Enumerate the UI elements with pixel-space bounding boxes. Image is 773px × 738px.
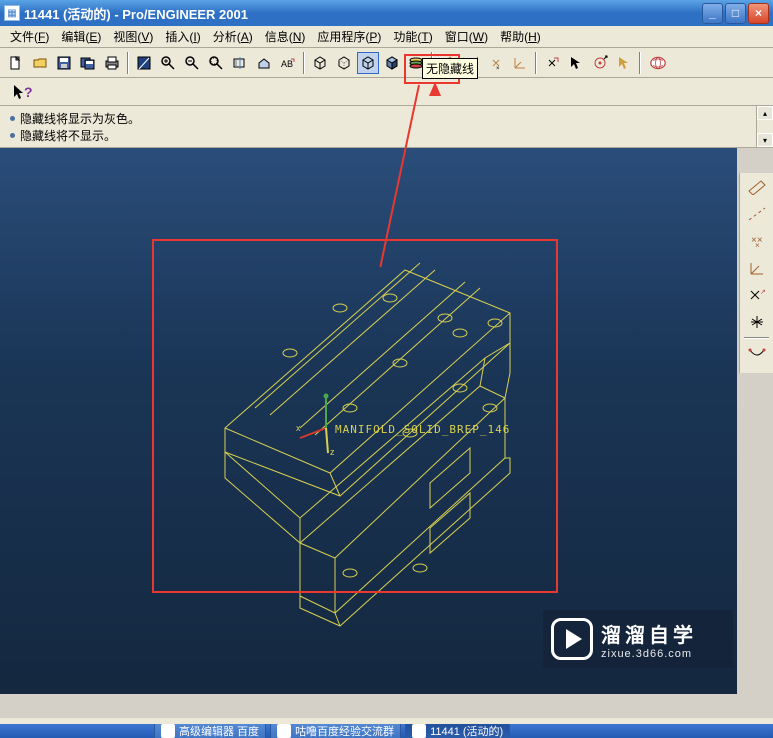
sketch-tree-button[interactable] [741,309,773,335]
taskbar-item[interactable]: 咕噜百度经验交流群 [270,724,401,738]
no-hidden-button[interactable] [357,52,379,74]
open-file-button[interactable] [29,52,51,74]
window-buttons: _ □ × [702,3,769,24]
watermark-cn: 溜溜自学 [601,619,697,648]
menu-f[interactable]: 文件(F) [4,26,55,47]
toolbar-separator [535,52,537,74]
play-icon [551,618,593,660]
main-toolbar: AB × [0,48,773,78]
filter-datum-button[interactable] [541,52,563,74]
svg-text:?: ? [24,84,33,100]
refit-button[interactable] [229,52,251,74]
sketch-point-button[interactable]: ××× [741,228,773,254]
menu-i[interactable]: 插入(I) [159,26,206,47]
svg-text:AB: AB [281,59,293,69]
menubar: 文件(F)编辑(E)视图(V)插入(I)分析(A)信息(N)应用程序(P)功能(… [0,26,773,48]
save-copy-button[interactable] [77,52,99,74]
info-scrollbar[interactable]: ▴ ▾ [756,106,773,147]
model-display-button[interactable] [133,52,155,74]
zoom-out-button[interactable] [181,52,203,74]
selection-filter-button[interactable] [613,52,635,74]
3d-viewport[interactable]: x z MANIFOLD_SOLID_BREP_146 溜溜自学 zixue.3… [0,148,737,694]
menu-p[interactable]: 应用程序(P) [311,26,387,47]
info-line: 隐藏线将显示为灰色。 [10,110,763,127]
help-button[interactable] [645,52,671,74]
datum-csys-button[interactable] [509,52,531,74]
wireframe-button[interactable] [309,52,331,74]
toolbar-separator [127,52,129,74]
maximize-button[interactable]: □ [725,3,746,24]
spin-center-button[interactable] [589,52,611,74]
watermark-en: zixue.3d66.com [601,648,697,660]
close-button[interactable]: × [748,3,769,24]
menu-n[interactable]: 信息(N) [259,26,312,47]
toolbar-separator [639,52,641,74]
taskbar: 高级编辑器 百度咕噜百度经验交流群 11441 (活动的) [0,724,773,738]
zoom-fit-button[interactable] [205,52,227,74]
pointer-help-button[interactable]: ? [9,81,37,103]
menu-a[interactable]: 分析(A) [207,26,259,47]
sketch-x-button[interactable]: ↗ [741,282,773,308]
svg-text:×: × [755,241,760,249]
menu-v[interactable]: 视图(V) [107,26,159,47]
shading-button[interactable] [381,52,403,74]
hidden-line-button[interactable] [333,52,355,74]
toolbar-separator [744,337,769,339]
menu-w[interactable]: 窗口(W) [439,26,494,47]
zoom-in-button[interactable] [157,52,179,74]
menu-t[interactable]: 功能(T) [387,26,438,47]
secondary-toolbar: ? [0,78,773,106]
sketch-curve-button[interactable] [741,341,773,367]
save-button[interactable] [53,52,75,74]
saved-view-button[interactable]: AB [277,52,299,74]
menu-h[interactable]: 帮助(H) [494,26,547,47]
titlebar: ▦ 11441 (活动的) - Pro/ENGINEER 2001 _ □ × [0,0,773,26]
window-title: 11441 (活动的) - Pro/ENGINEER 2001 [24,4,702,23]
new-file-button[interactable] [5,52,27,74]
tooltip: 无隐藏线 [422,58,478,79]
right-toolbar: ××× ↗ [739,173,773,373]
watermark: 溜溜自学 zixue.3d66.com [543,610,733,668]
info-panel: 隐藏线将显示为灰色。隐藏线将不显示。 ▴ ▾ [0,106,773,148]
svg-text:↗: ↗ [760,289,766,296]
minimize-button[interactable]: _ [702,3,723,24]
svg-text:×: × [496,66,500,71]
taskbar-item[interactable]: 高级编辑器 百度 [154,724,266,738]
sketch-line-button[interactable] [741,201,773,227]
highlight-arrow-head [429,82,441,96]
menu-e[interactable]: 编辑(E) [55,26,107,47]
sketch-plane-button[interactable] [741,174,773,200]
taskbar-item[interactable]: 11441 (活动的) [405,724,510,738]
datum-point-button[interactable]: × [485,52,507,74]
app-icon: ▦ [4,5,20,21]
orient-button[interactable] [253,52,275,74]
toolbar-separator [303,52,305,74]
info-line: 隐藏线将不显示。 [10,127,763,144]
highlight-box-viewport [152,239,558,593]
print-button[interactable] [101,52,123,74]
select-button[interactable] [565,52,587,74]
sketch-csys-button[interactable] [741,255,773,281]
